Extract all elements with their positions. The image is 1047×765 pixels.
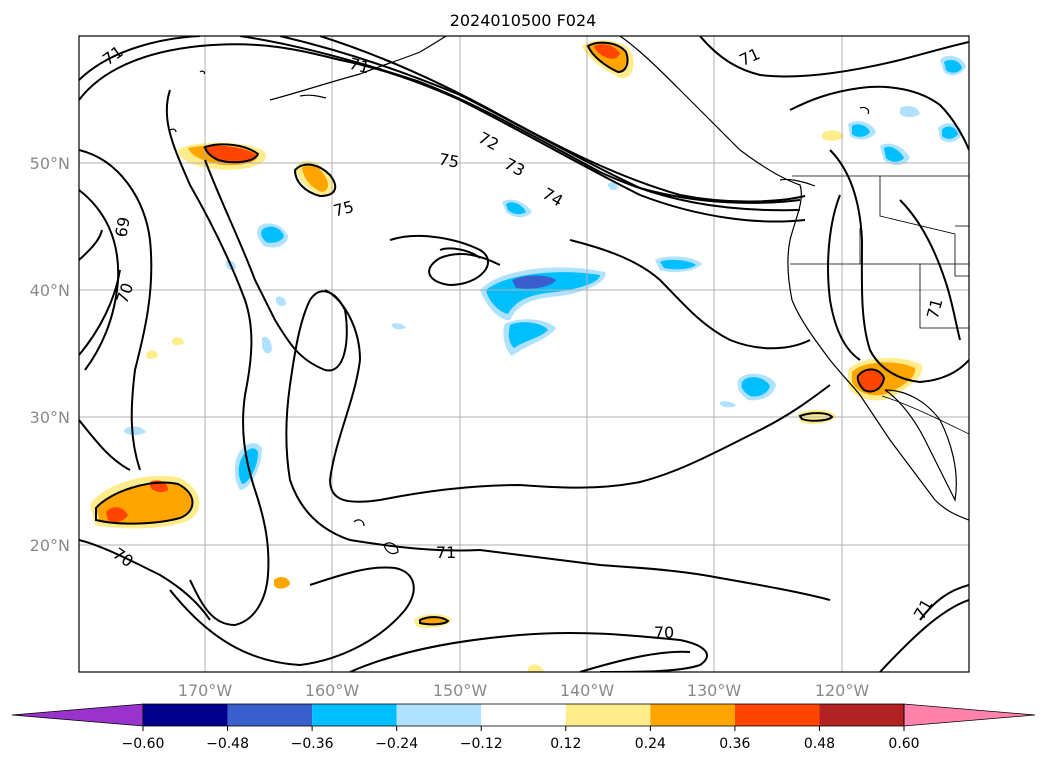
colorbar-segment bbox=[734, 704, 820, 726]
contour-label: 69 bbox=[111, 215, 133, 238]
colorbar-segment bbox=[227, 704, 313, 726]
colorbar-tick-label: −0.24 bbox=[375, 736, 418, 752]
colorbar-segment bbox=[312, 704, 397, 726]
contour-label: 71 bbox=[436, 543, 456, 562]
colorbar-outline bbox=[142, 703, 905, 727]
contour-label: 70 bbox=[654, 623, 674, 642]
colorbar-tick-label: −0.60 bbox=[122, 736, 165, 752]
colorbar-segment bbox=[650, 704, 735, 726]
latitude-labels: 50°N 40°N 30°N 20°N bbox=[30, 154, 70, 555]
political-borders bbox=[790, 175, 969, 435]
colorbar-tick-label: 0.12 bbox=[550, 736, 581, 752]
contour-label: 71 bbox=[923, 296, 947, 321]
lat-label: 20°N bbox=[30, 536, 70, 555]
colorbar-segment bbox=[143, 704, 228, 726]
lon-label: 170°W bbox=[178, 681, 233, 700]
colorbar-segment bbox=[565, 704, 651, 726]
colorbar-segment bbox=[819, 704, 904, 726]
height-contours bbox=[79, 36, 969, 672]
lon-label: 130°W bbox=[687, 681, 742, 700]
lon-label: 150°W bbox=[433, 681, 488, 700]
longitude-labels: 170°W 160°W 150°W 140°W 130°W 120°W bbox=[178, 681, 870, 700]
colorbar-extend-low bbox=[11, 703, 144, 727]
lon-label: 160°W bbox=[305, 681, 360, 700]
contour-label: 75 bbox=[331, 197, 356, 221]
colorbar-segment bbox=[481, 704, 566, 726]
lat-label: 30°N bbox=[30, 408, 70, 427]
colorbar-tick-label: 0.48 bbox=[804, 736, 835, 752]
colorbar-tick-label: −0.48 bbox=[206, 736, 249, 752]
lat-label: 40°N bbox=[30, 281, 70, 300]
colorbar-tick-label: 0.60 bbox=[888, 736, 919, 752]
contour-label: 75 bbox=[437, 149, 460, 171]
colorbar-tick-label: 0.24 bbox=[635, 736, 666, 752]
contour-label: 71 bbox=[347, 54, 372, 78]
lon-label: 120°W bbox=[815, 681, 870, 700]
cool-anomalies bbox=[124, 55, 966, 490]
lon-label: 140°W bbox=[560, 681, 615, 700]
map-title: 2024010500 F024 bbox=[450, 11, 597, 30]
graticule bbox=[79, 36, 969, 672]
colorbar-tick-label: −0.36 bbox=[291, 736, 334, 752]
map-area: 71 71 71 71 71 71 72 73 74 75 75 69 70 7… bbox=[79, 36, 969, 672]
map-frame bbox=[78, 35, 970, 673]
colorbar: −0.60 −0.48 −0.36 −0.24 −0.12 0.12 0.24 0.36 0.4… bbox=[11, 703, 1036, 752]
colorbar-tick-label: 0.36 bbox=[719, 736, 750, 752]
colorbar-tick-label: −0.12 bbox=[460, 736, 503, 752]
colorbar-segment bbox=[396, 704, 482, 726]
lat-label: 50°N bbox=[30, 154, 70, 173]
colorbar-extend-high bbox=[903, 703, 1036, 727]
